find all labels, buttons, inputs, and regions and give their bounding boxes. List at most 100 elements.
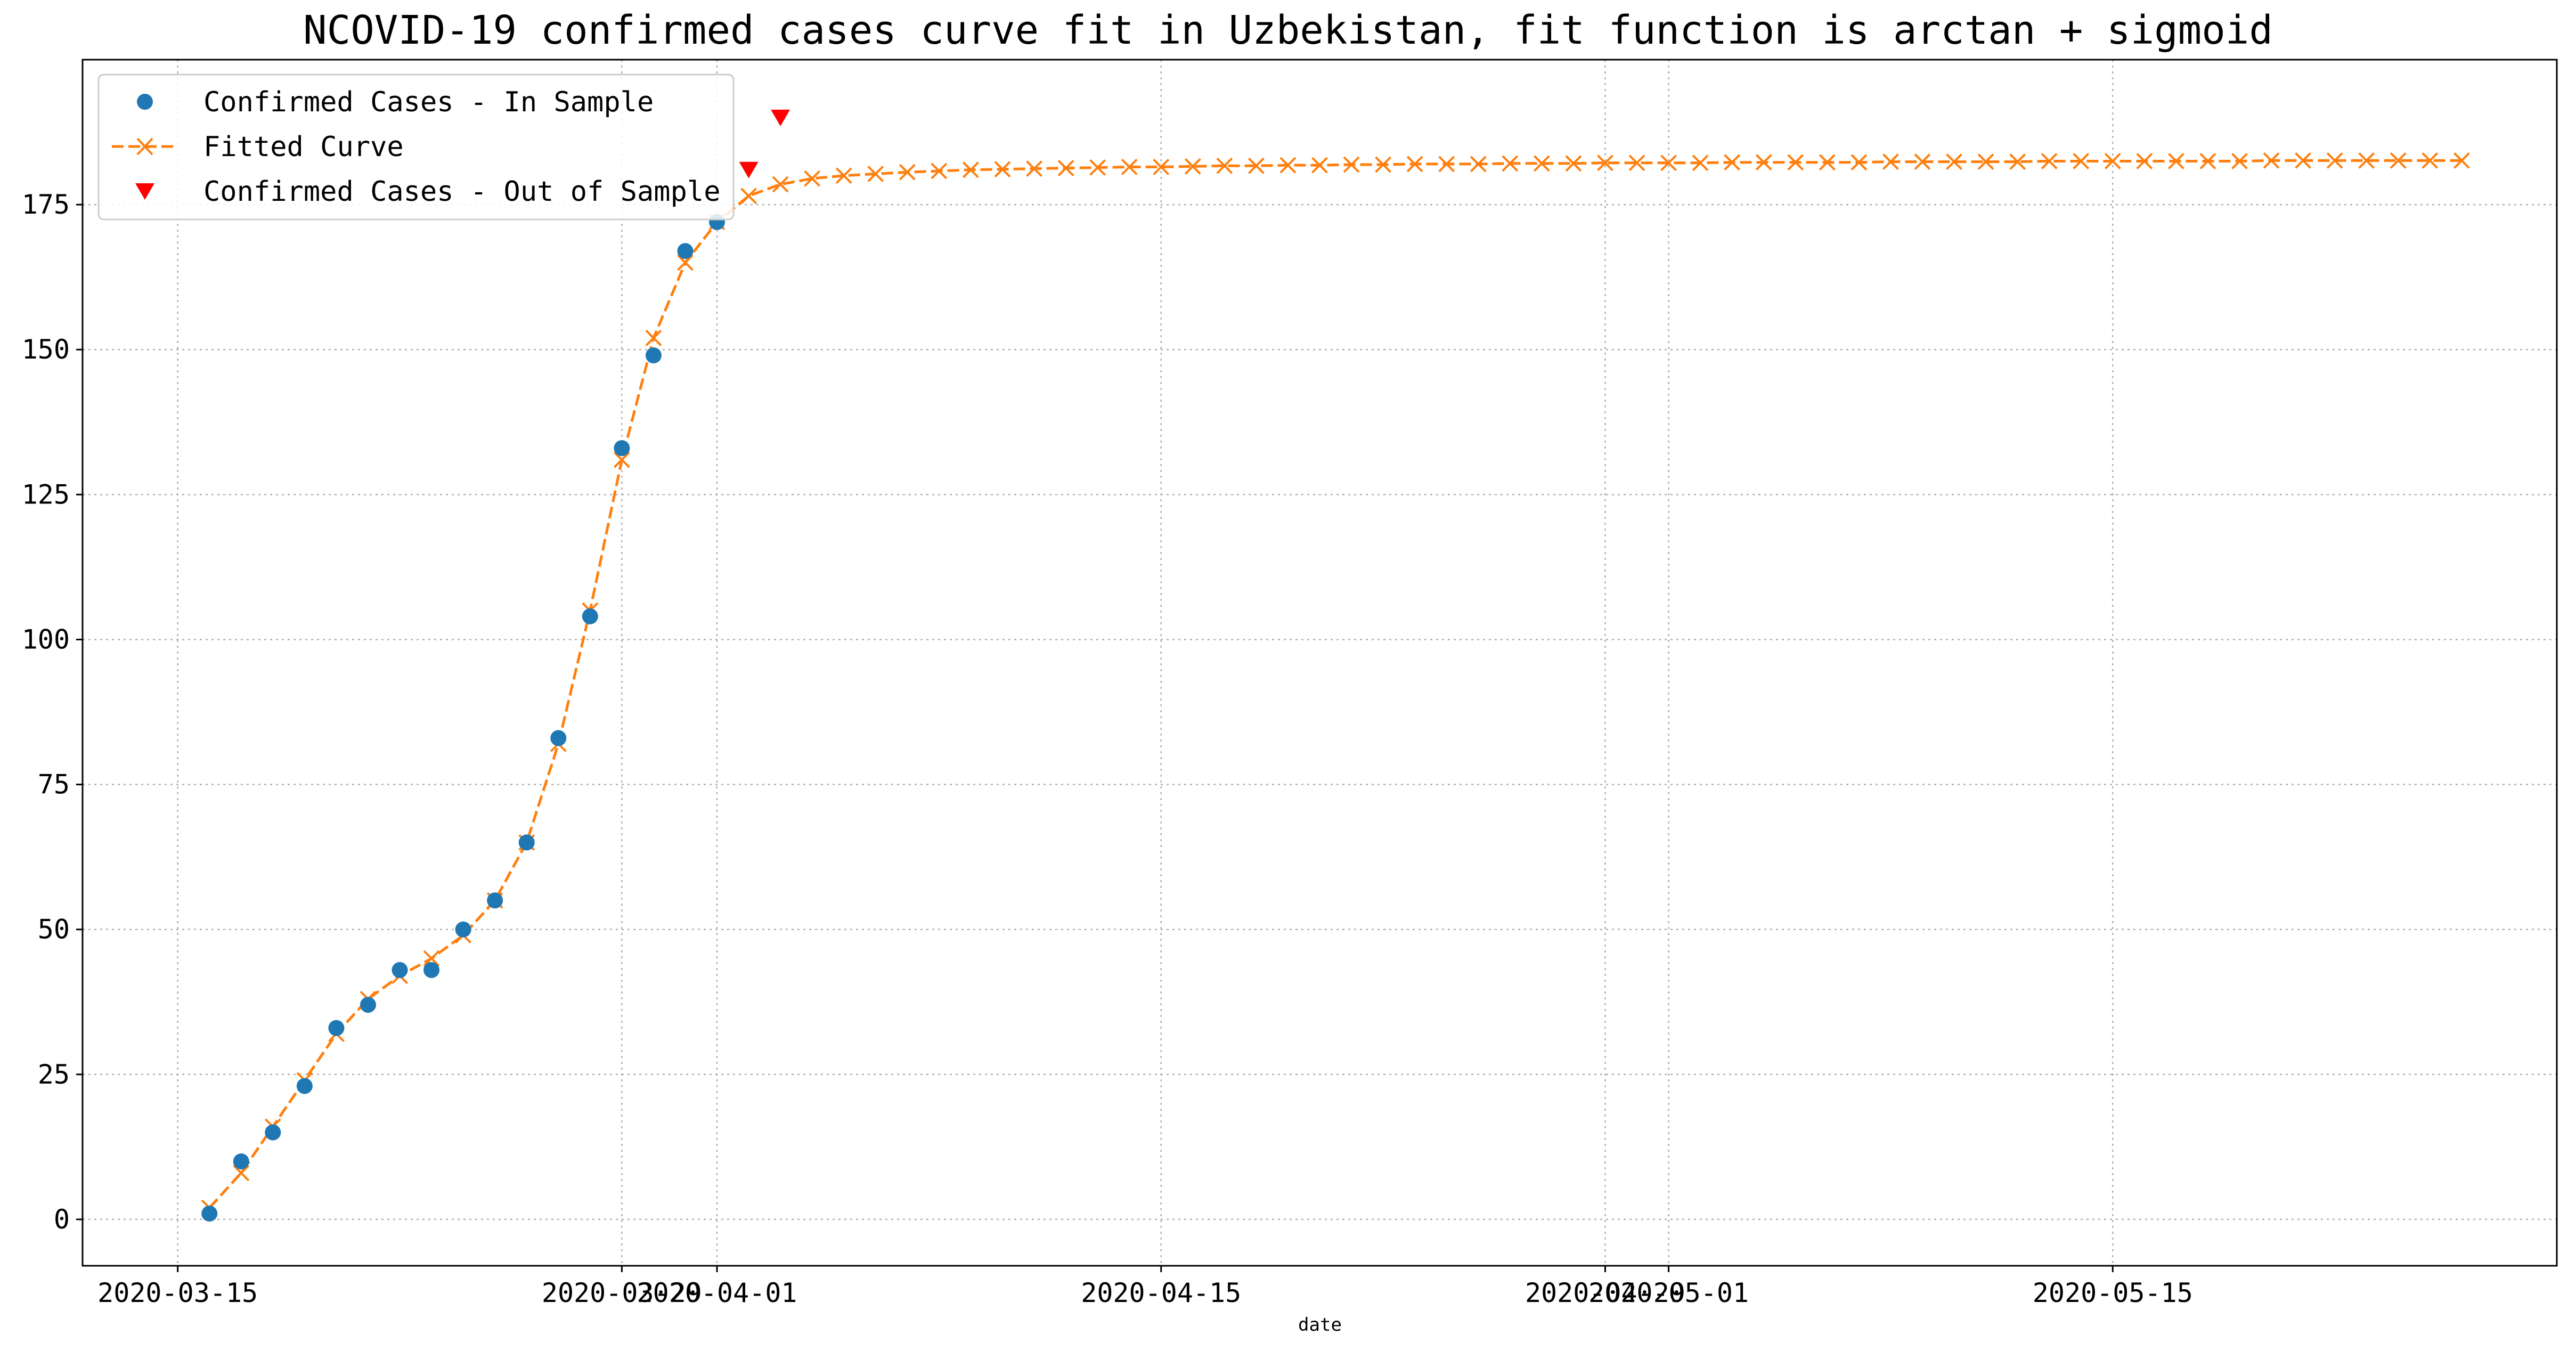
out-of-sample-point xyxy=(771,109,790,126)
fitted-curve-point xyxy=(931,162,948,180)
fitted-curve-point xyxy=(2453,152,2470,169)
fitted-curve-point xyxy=(677,254,694,271)
in-sample-point xyxy=(455,921,471,938)
fitted-curve-point xyxy=(1724,154,1741,171)
legend-item-out-of-sample: Confirmed Cases - Out of Sample xyxy=(135,176,721,208)
x-axis-label: date xyxy=(1298,1314,1342,1336)
in-sample-point xyxy=(328,1020,345,1036)
fitted-curve-point xyxy=(2041,153,2058,169)
y-tick-label: 25 xyxy=(38,1059,70,1090)
fitted-curve-point xyxy=(2009,153,2026,170)
fitted-curve-point xyxy=(1089,159,1106,176)
fitted-curve-point xyxy=(1311,157,1328,174)
y-tick-label: 175 xyxy=(22,189,70,220)
series xyxy=(201,109,2470,1222)
fitted-curve-point xyxy=(772,176,789,193)
fitted-curve-point xyxy=(645,330,662,346)
fitted-curve-point xyxy=(1628,154,1645,172)
fitted-curve-point xyxy=(1755,154,1772,171)
fitted-curve-point xyxy=(1914,153,1931,170)
fitted-curve-point xyxy=(613,451,630,468)
fitted-curve-point xyxy=(2136,153,2153,169)
fitted-curve-point xyxy=(1406,156,1423,173)
fitted-curve-point xyxy=(1184,158,1201,175)
legend-marker-x xyxy=(136,137,153,156)
in-sample-point xyxy=(677,243,694,259)
y-tick-label: 125 xyxy=(22,479,70,510)
grid xyxy=(83,60,2557,1266)
fitted-curve-point xyxy=(1787,154,1804,171)
fitted-curve-point xyxy=(233,1165,250,1182)
x-tick-label: 2020-03-15 xyxy=(97,1277,258,1308)
fitted-curve-point xyxy=(1343,156,1360,173)
fitted-curve-point xyxy=(899,164,916,181)
fitted-curve-point xyxy=(994,161,1011,178)
fitted-curve-point xyxy=(2326,152,2343,169)
legend-label: Confirmed Cases - In Sample xyxy=(203,86,654,118)
fitted-curve-point xyxy=(2231,153,2248,169)
fitted-curve-point xyxy=(1248,157,1265,174)
y-tick-label: 100 xyxy=(22,624,70,655)
in-sample-point xyxy=(423,962,440,978)
fitted-curve-point xyxy=(2167,153,2184,169)
in-sample-point xyxy=(265,1124,281,1141)
out-of-sample-point xyxy=(739,161,759,178)
fitted-curve-point xyxy=(1470,156,1487,173)
fitted-curve-point xyxy=(867,166,884,182)
x-tick-label: 2020-03-29 xyxy=(542,1277,702,1308)
x-tick-label: 2020-04-15 xyxy=(1081,1277,1241,1308)
in-sample-point xyxy=(614,440,630,457)
fitted-curve-point xyxy=(1026,160,1042,177)
fitted-curve-point xyxy=(423,950,440,967)
in-sample-point xyxy=(360,997,376,1013)
y-tick-label: 150 xyxy=(22,334,70,365)
fitted-curve-point xyxy=(740,188,757,205)
fitted-curve-point xyxy=(2295,152,2312,169)
legend-item-in-sample: Confirmed Cases - In Sample xyxy=(137,86,654,118)
plot-frame xyxy=(81,59,2558,1267)
fitted-curve-point xyxy=(1375,156,1392,173)
fitted-curve-point xyxy=(1597,154,1613,172)
y-tick-label: 75 xyxy=(38,769,70,800)
in-sample-point xyxy=(392,962,408,978)
fitted-curve-point xyxy=(1121,158,1138,175)
x-tick-label: 2020-04-29 xyxy=(1525,1277,1685,1308)
fitted-curve-line xyxy=(208,159,2462,1209)
in-sample-point xyxy=(582,608,598,624)
fitted-curve-point xyxy=(1660,154,1677,172)
x-tick-label: 2020-05-01 xyxy=(1588,1277,1749,1308)
fitted-curve-point xyxy=(1851,154,1868,171)
x-tick-label: 2020-04-01 xyxy=(637,1277,797,1308)
fitted-curve-point xyxy=(1819,154,1836,171)
legend-label: Confirmed Cases - Out of Sample xyxy=(203,176,721,208)
x-tick-label: 2020-05-15 xyxy=(2033,1277,2193,1308)
chart-title: NCOVID-19 confirmed cases curve fit in U… xyxy=(303,7,2273,53)
fitted-curve-point xyxy=(1882,153,1899,170)
y-tick-label: 0 xyxy=(54,1204,70,1235)
y-tick-label: 50 xyxy=(38,914,70,945)
fitted-curve-point xyxy=(1057,160,1074,176)
fitted-curve-point xyxy=(2390,152,2407,169)
in-sample-point xyxy=(296,1078,313,1094)
fitted-curve-point xyxy=(1692,154,1709,172)
fitted-curve-point xyxy=(1977,153,1994,170)
legend-marker-triangle xyxy=(135,183,154,200)
in-sample-point xyxy=(550,730,567,746)
legend-label: Fitted Curve xyxy=(203,131,404,163)
fitted-curve-point xyxy=(1946,153,1962,170)
fitted-curve-point xyxy=(1279,157,1297,174)
fitted-curve-point xyxy=(1216,157,1233,174)
fitted-curve-point xyxy=(2073,153,2090,169)
fitted-curve-point xyxy=(2104,153,2121,169)
fitted-curve-point xyxy=(1153,158,1170,175)
fitted-curve-point xyxy=(963,161,979,178)
fitted-curve-point xyxy=(2199,153,2216,169)
legend-marker-circle xyxy=(137,94,153,110)
legend: Confirmed Cases - In Sample Fitted Curve… xyxy=(97,74,735,221)
fitted-curve-point xyxy=(1438,156,1455,173)
legend-box xyxy=(97,74,735,221)
in-sample-point xyxy=(487,892,503,909)
